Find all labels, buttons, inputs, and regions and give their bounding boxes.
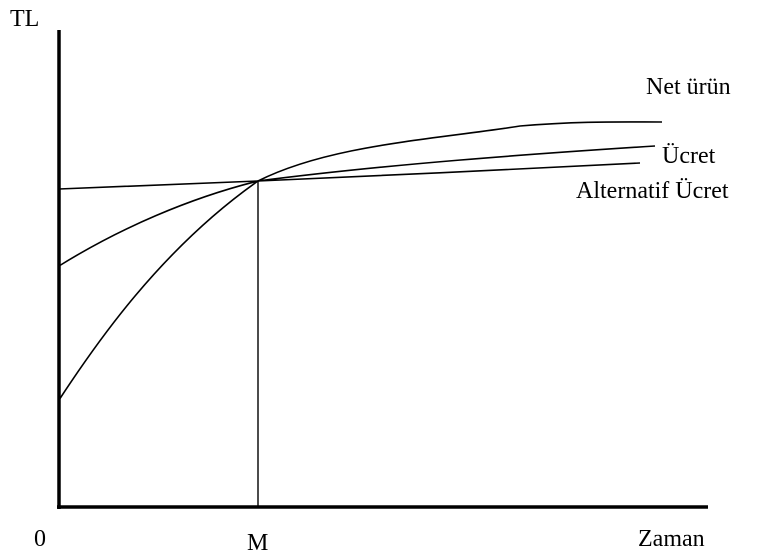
curve-ucret	[58, 145, 656, 267]
curve-label-ucret: Ücret	[662, 143, 716, 169]
curve-label-net-urun: Net ürün	[646, 74, 731, 100]
y-axis-label: TL	[10, 6, 39, 32]
curve-net-urun	[58, 121, 663, 401]
curve-alternatif-ucret	[58, 162, 641, 190]
origin-label: 0	[34, 526, 46, 552]
x-axis-label: Zaman	[638, 526, 705, 552]
x-marker-label: M	[247, 530, 268, 556]
curve-label-alternatif-ucret: Alternatif Ücret	[576, 178, 729, 204]
